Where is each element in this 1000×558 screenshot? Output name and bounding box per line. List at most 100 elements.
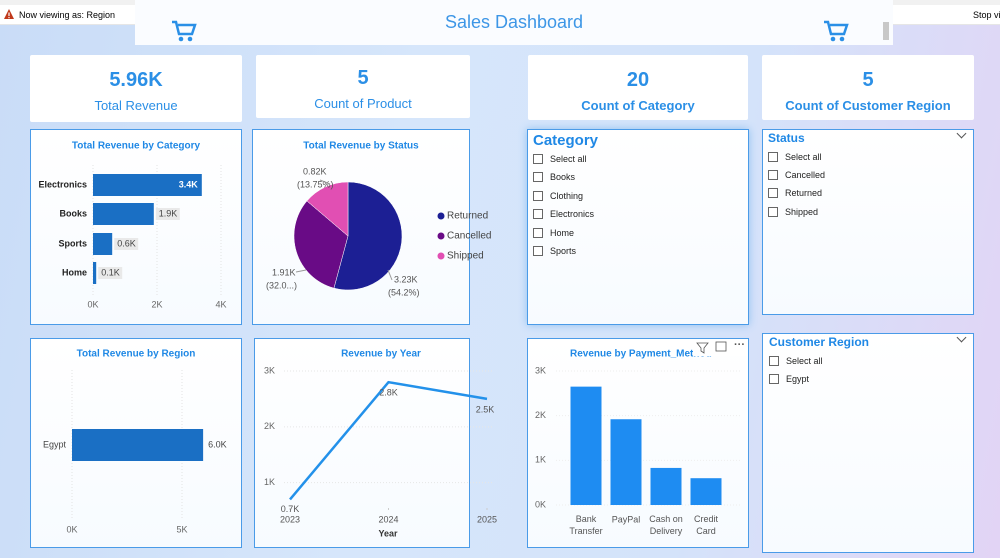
slicer-item[interactable]: Cancelled <box>768 169 825 181</box>
bar <box>570 386 602 505</box>
chart-title: Revenue by Year <box>341 349 421 360</box>
item-label: Home <box>550 227 575 238</box>
x-tick-label: Cash on Delivery <box>649 514 683 536</box>
leader-line <box>387 269 393 281</box>
bar <box>610 419 642 505</box>
kpi-card: 5.96K Total Revenue <box>30 55 242 122</box>
item-label: Returned <box>785 188 823 199</box>
bar <box>93 233 113 255</box>
x-tick-label: 0K <box>66 524 77 534</box>
kpi-value: 20 <box>626 69 650 91</box>
banner-text: Now viewing as: Region <box>19 10 116 20</box>
checkbox[interactable] <box>768 170 778 181</box>
checkbox[interactable] <box>769 356 779 366</box>
slicer-item[interactable]: Select all <box>769 355 823 367</box>
item-label: Sports <box>550 246 577 256</box>
x-tick-label: 2K <box>151 299 162 309</box>
data-label: 6.0K <box>208 439 227 449</box>
status-slicer[interactable] <box>762 129 974 315</box>
checkbox[interactable] <box>533 246 543 256</box>
checkbox[interactable] <box>533 190 543 201</box>
data-label: 2.8K <box>379 388 398 398</box>
kpi-value: 5 <box>357 67 369 89</box>
category-chart <box>30 129 242 325</box>
slicer-item[interactable]: Books <box>533 171 575 183</box>
slicer-item[interactable]: Sports <box>533 245 576 257</box>
y-tick-label: Electronics <box>38 179 87 189</box>
x-tick-label: PayPal <box>612 514 641 524</box>
item-label: Electronics <box>550 209 595 220</box>
slicer-item[interactable]: Select all <box>533 153 587 165</box>
chart-title: Total Revenue by Region <box>77 349 196 360</box>
y-tick-label: 2K <box>535 410 546 420</box>
bar <box>93 203 154 225</box>
warning-icon <box>4 9 14 19</box>
year-chart <box>254 338 470 548</box>
legend-marker <box>437 252 445 260</box>
item-label: Select all <box>550 154 587 164</box>
x-tick-label: 2025 <box>477 514 497 524</box>
chart-title: Total Revenue by Category <box>72 141 201 152</box>
bar <box>72 429 204 461</box>
cart-icon <box>824 20 849 42</box>
data-label: 3.23K <box>394 274 418 284</box>
data-label: 3.4K <box>179 179 199 189</box>
bar <box>690 478 722 505</box>
legend-label: Returned <box>447 211 488 222</box>
checkbox[interactable] <box>769 374 779 385</box>
pie-slice <box>293 200 349 289</box>
kpi-card: 5 Count of Product <box>256 55 470 118</box>
leader-line <box>295 269 307 273</box>
y-tick-label: 3K <box>535 365 546 375</box>
kpi-label: Count of Product <box>314 96 412 111</box>
item-label: Books <box>550 172 576 183</box>
data-label: (13.75%) <box>297 179 334 189</box>
x-tick-label: Credit Card <box>694 514 719 536</box>
more-icon: ··· <box>734 339 745 351</box>
data-label: 0.1K <box>101 267 120 277</box>
slicer-item[interactable]: Shipped <box>768 206 818 218</box>
region-slicer[interactable] <box>762 333 974 553</box>
y-tick-label: 3K <box>264 365 275 375</box>
label-bg <box>114 238 139 250</box>
checkbox[interactable] <box>533 209 543 220</box>
stop-viewing[interactable]: Stop vi <box>973 10 1000 20</box>
item-label: Select all <box>786 356 823 366</box>
leader-line <box>319 179 331 185</box>
item-label: Clothing <box>550 190 584 201</box>
checkbox[interactable] <box>768 188 778 199</box>
slicer-item[interactable]: Returned <box>768 187 822 199</box>
item-label: Egypt <box>786 374 810 385</box>
x-tick-label: 0K <box>87 299 98 309</box>
data-label: 1.9K <box>159 208 178 218</box>
x-tick-label: 2023 <box>280 514 300 524</box>
slicer-item[interactable]: Egypt <box>769 373 809 385</box>
data-label: 0.7K <box>281 504 300 514</box>
focus-icon <box>715 341 727 352</box>
category-slicer[interactable] <box>527 129 749 325</box>
label-bg <box>98 267 123 279</box>
dashboard-title: Sales Dashboard <box>444 12 584 32</box>
kpi-card: 5 Count of Customer Region <box>762 55 974 120</box>
slicer-item[interactable]: Select all <box>768 151 822 163</box>
checkbox[interactable] <box>533 227 543 238</box>
pie-slice <box>333 181 403 291</box>
slicer-item[interactable]: Clothing <box>533 190 583 202</box>
checkbox[interactable] <box>768 152 778 162</box>
data-label: 0.82K <box>303 166 327 176</box>
chart-title: Revenue by Payment_Method <box>570 349 712 360</box>
checkbox[interactable] <box>533 172 543 183</box>
y-tick-label: 0K <box>535 499 546 509</box>
filter-icon <box>696 342 709 354</box>
legend-label: Shipped <box>447 251 484 262</box>
line <box>289 380 488 501</box>
kpi-value: 5 <box>862 69 874 91</box>
pie-slice <box>306 181 349 237</box>
slicer-item[interactable]: Electronics <box>533 208 594 220</box>
kpi-value: 5.96K <box>109 69 163 91</box>
slicer-item[interactable]: Home <box>533 227 574 239</box>
checkbox[interactable] <box>533 154 543 164</box>
x-tick-label: 4K <box>215 299 226 309</box>
kpi-label: Count of Category <box>581 98 695 113</box>
checkbox[interactable] <box>768 206 778 217</box>
